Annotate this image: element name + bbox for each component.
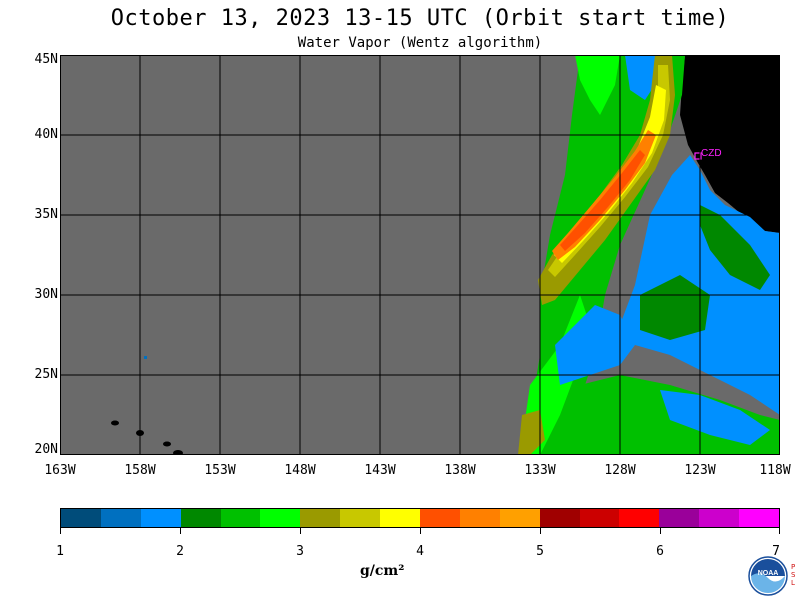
- colorbar-tick-6: [660, 528, 661, 534]
- colorbar-swatch: [739, 509, 780, 527]
- svg-text:NOAA: NOAA: [758, 570, 779, 577]
- lat-label-45n: 45N: [34, 52, 58, 67]
- vapor-river-red: [560, 150, 645, 251]
- colorbar-label-6: 6: [656, 544, 664, 559]
- colorbar-swatch: [260, 509, 301, 527]
- lon-label-153w: 153W: [204, 463, 236, 478]
- colorbar-swatch: [140, 509, 181, 527]
- colorbar-swatch: [180, 509, 221, 527]
- station-label: CZD: [701, 148, 722, 159]
- map-subtitle: Water Vapor (Wentz algorithm): [297, 35, 543, 51]
- lat-label-30n: 30N: [34, 287, 58, 302]
- water-vapor-map: CZD: [60, 55, 780, 455]
- colorbar-label-2: 2: [176, 544, 184, 559]
- vapor-field-darkgreen: [640, 275, 710, 340]
- colorbar-label-7: 7: [772, 544, 780, 559]
- colorbar-swatch: [579, 509, 620, 527]
- ship-marker: [144, 356, 147, 359]
- vapor-field-olive-south: [518, 410, 545, 455]
- colorbar-swatch: [619, 509, 660, 527]
- vapor-field-blue-south: [660, 390, 770, 445]
- lon-label-158w: 158W: [124, 463, 156, 478]
- map-frame: [60, 55, 780, 455]
- vapor-field-lightgreen-2: [575, 55, 620, 115]
- colorbar-label-1: 1: [56, 544, 64, 559]
- colorbar-label-3: 3: [296, 544, 304, 559]
- lat-label-20n: 20N: [34, 442, 58, 457]
- lon-label-148w: 148W: [284, 463, 316, 478]
- lat-label-35n: 35N: [34, 207, 58, 222]
- station-czd-marker: CZD: [694, 148, 722, 160]
- colorbar-swatch: [220, 509, 261, 527]
- lat-label-40n: 40N: [34, 127, 58, 142]
- colorbar: [60, 508, 780, 528]
- colorbar-tick-1: [60, 528, 61, 534]
- lon-label-128w: 128W: [604, 463, 636, 478]
- colorbar-swatch: [300, 509, 341, 527]
- colorbar-swatch: [61, 509, 101, 527]
- colorbar-tick-3: [300, 528, 301, 534]
- lon-label-138w: 138W: [444, 463, 476, 478]
- vapor-field-blue-2: [555, 305, 635, 385]
- colorbar-swatch: [499, 509, 540, 527]
- lon-label-118w: 118W: [759, 463, 791, 478]
- colorbar-label-5: 5: [536, 544, 544, 559]
- colorbar-tick-5: [540, 528, 541, 534]
- map-title: October 13, 2023 13-15 UTC (Orbit start …: [110, 6, 730, 31]
- lat-label-25n: 25N: [34, 367, 58, 382]
- colorbar-swatch: [380, 509, 421, 527]
- land-north-america: [680, 55, 780, 233]
- colorbar-swatch: [539, 509, 580, 527]
- colorbar-swatch: [100, 509, 141, 527]
- colorbar-swatch: [659, 509, 700, 527]
- colorbar-tick-2: [180, 528, 181, 534]
- colorbar-tick-7: [779, 528, 780, 534]
- lon-label-123w: 123W: [684, 463, 716, 478]
- lon-label-143w: 143W: [364, 463, 396, 478]
- colorbar-swatch: [420, 509, 460, 527]
- colorbar-units: g/cm²: [360, 563, 405, 579]
- lon-label-133w: 133W: [524, 463, 556, 478]
- colorbar-swatch: [459, 509, 500, 527]
- colorbar-label-4: 4: [416, 544, 424, 559]
- lon-label-163w: 163W: [44, 463, 76, 478]
- colorbar-swatch: [699, 509, 740, 527]
- graticule: [60, 55, 780, 455]
- colorbar-tick-4: [420, 528, 421, 534]
- noaa-logo-icon: NOAA: [748, 556, 788, 596]
- colorbar-swatch: [340, 509, 381, 527]
- vapor-field-darkgreen-2: [700, 205, 770, 290]
